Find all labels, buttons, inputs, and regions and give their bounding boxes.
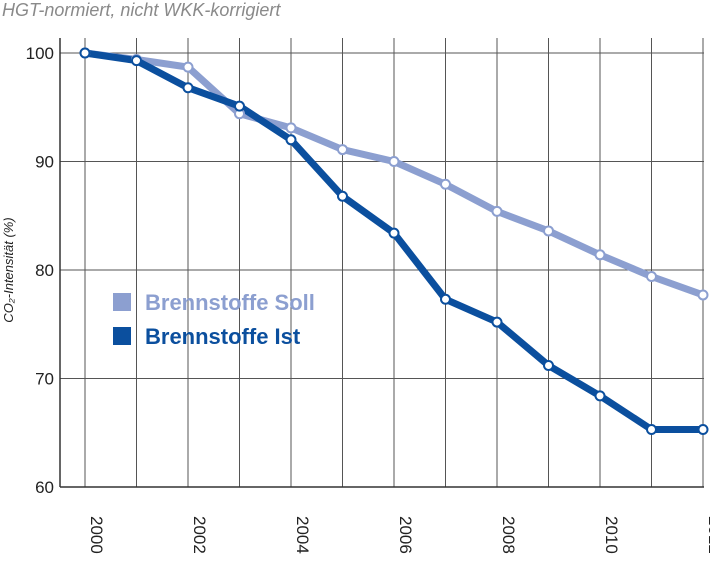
legend-swatch-1 — [113, 293, 131, 311]
legend-label-2: Brennstoffe Ist — [145, 324, 301, 349]
series-1-point — [388, 156, 400, 167]
series-2-point — [79, 47, 91, 59]
series-1-point — [491, 205, 503, 217]
x-tick-label: 2002 — [190, 516, 209, 554]
series-2-point — [234, 100, 245, 112]
y-tick-label: 90 — [35, 153, 54, 172]
series-2-point — [594, 390, 606, 402]
chart-title: HGT-normiert, nicht WKK-korrigiert — [2, 0, 281, 20]
series-2-point — [697, 423, 709, 435]
series-1-point — [594, 249, 606, 261]
series-1-point — [337, 144, 348, 156]
y-axis-label: CO₂-Intensität (%) — [1, 217, 16, 322]
series-1-point — [646, 271, 657, 283]
series-1-point — [440, 178, 451, 190]
x-tick-label: 2008 — [499, 516, 518, 554]
series-2-point — [285, 134, 297, 146]
y-tick-label: 100 — [26, 44, 54, 63]
series-points — [79, 47, 709, 435]
grid — [60, 38, 704, 488]
x-tick-label: 2006 — [396, 516, 415, 554]
x-tick-label: 2010 — [602, 516, 621, 554]
x-tick-label: 2012 — [705, 516, 710, 554]
series-2-point — [646, 423, 657, 435]
series-2-point — [440, 293, 451, 305]
series-2-point — [131, 55, 142, 67]
series-2-point — [543, 359, 554, 371]
legend-swatch-2 — [113, 327, 131, 345]
legend-label-1: Brennstoffe Soll — [145, 290, 315, 315]
series-2-point — [491, 316, 503, 328]
x-tick-label: 2000 — [87, 516, 106, 554]
legend: Brennstoffe Soll Brennstoffe Ist — [113, 290, 315, 349]
x-tick-label: 2004 — [293, 516, 312, 554]
series-2-point — [182, 82, 194, 94]
y-tick-label: 70 — [35, 370, 54, 389]
series-1-point — [285, 122, 297, 134]
y-tick-label: 80 — [35, 261, 54, 280]
y-tick-label: 60 — [35, 478, 54, 497]
series-2-point — [388, 227, 400, 239]
series-1-point — [543, 225, 554, 237]
series-1-point — [182, 61, 194, 73]
series-1-point — [697, 289, 709, 301]
axes — [59, 38, 704, 488]
series-2-point — [337, 190, 348, 202]
tick-labels: 60 70 80 90 100 2000 2002 2004 2006 2008 2010 2012 — [26, 44, 710, 554]
